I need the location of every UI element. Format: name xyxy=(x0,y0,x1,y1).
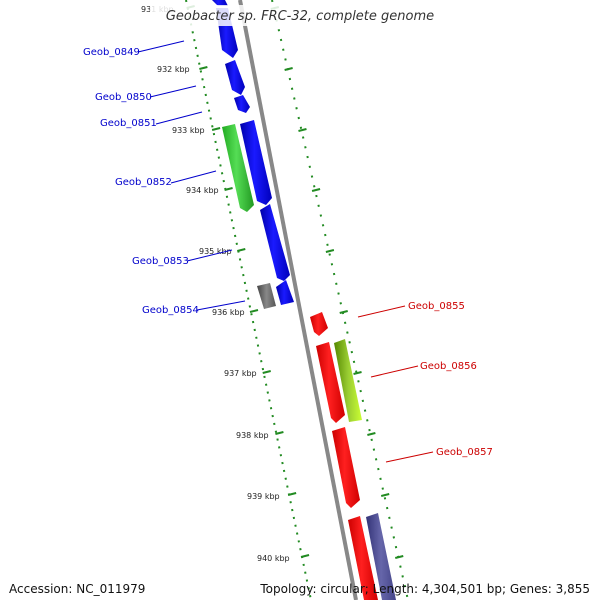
genome-summary-text: Topology: circular; Length: 4,304,501 bp… xyxy=(260,582,590,596)
ruler-major-tick xyxy=(339,310,348,314)
gene-arrow-0852-blue[interactable] xyxy=(240,120,272,205)
map-title: Geobacter sp. FRC-32, complete genome xyxy=(166,9,434,24)
ruler-label-938: 938 kbp xyxy=(236,431,269,440)
ruler-major-tick xyxy=(311,188,321,192)
reverse-genes xyxy=(310,312,396,600)
gene-arrow-0858-purple[interactable] xyxy=(366,513,396,600)
accession-text: Accession: NC_011979 xyxy=(9,582,146,596)
ruler-major-tick xyxy=(262,370,271,374)
ruler-major-tick xyxy=(249,309,259,313)
gene-arrow-0852[interactable] xyxy=(222,124,254,212)
ruler-major-tick xyxy=(300,554,310,558)
ruler-major-tick xyxy=(380,493,390,497)
ruler-major-tick xyxy=(211,127,221,131)
gene-label-geob-0854[interactable]: Geob_0854 xyxy=(142,305,199,316)
ruler-label-932: 932 kbp xyxy=(157,65,190,74)
gene-arrow-0855[interactable] xyxy=(310,312,328,336)
ruler-label-936: 936 kbp xyxy=(212,308,245,317)
ruler-major-tick xyxy=(237,248,246,252)
ruler-label-937: 937 kbp xyxy=(224,369,257,378)
ruler-major-tick xyxy=(325,249,335,253)
forward-ruler-ticks xyxy=(186,5,310,558)
gene-arrow-0856[interactable] xyxy=(316,342,345,423)
genome-backbone xyxy=(238,0,358,600)
ruler-major-tick xyxy=(199,66,208,70)
gene-arrow-0850[interactable] xyxy=(225,60,245,95)
ruler-major-tick xyxy=(395,555,404,559)
gene-label-geob-0849[interactable]: Geob_0849 xyxy=(83,47,140,58)
ruler-major-tick xyxy=(284,67,293,71)
gene-arrow-0856-green[interactable] xyxy=(334,339,362,422)
ruler-label-939: 939 kbp xyxy=(247,492,280,501)
gene-arrow-0849a[interactable] xyxy=(210,0,228,6)
ruler-label-933: 933 kbp xyxy=(172,126,205,135)
ruler-label-940: 940 kbp xyxy=(257,554,290,563)
reverse-gene-labels: Geob_0855 Geob_0856 Geob_0857 xyxy=(357,301,493,463)
gene-label-geob-0857[interactable]: Geob_0857 xyxy=(436,447,493,458)
ruler-major-tick xyxy=(287,492,297,496)
ruler-label-935: 935 kbp xyxy=(199,247,232,256)
forward-genes xyxy=(210,0,294,309)
ruler-major-tick xyxy=(224,187,233,191)
gene-label-geob-0853[interactable]: Geob_0853 xyxy=(132,256,189,267)
gene-label-geob-0855[interactable]: Geob_0855 xyxy=(408,301,465,312)
gene-arrow-0854-gray[interactable] xyxy=(257,283,276,309)
gene-label-geob-0850[interactable]: Geob_0850 xyxy=(95,92,152,103)
gene-arrow-0857[interactable] xyxy=(332,427,360,508)
ruler-label-934: 934 kbp xyxy=(186,186,219,195)
ruler-major-tick xyxy=(298,128,307,132)
gene-arrow-0851[interactable] xyxy=(234,95,250,113)
ruler-major-tick xyxy=(275,431,284,435)
gene-arrow-0853[interactable] xyxy=(260,204,290,281)
ruler-major-tick xyxy=(353,371,362,375)
reverse-ruler-ticks xyxy=(270,6,404,559)
gene-label-geob-0851[interactable]: Geob_0851 xyxy=(100,118,157,129)
gene-arrow-0854[interactable] xyxy=(276,280,294,305)
ruler-major-tick xyxy=(367,432,376,436)
gene-label-geob-0856[interactable]: Geob_0856 xyxy=(420,361,477,372)
forward-gene-labels: Geob_0849 Geob_0850 Geob_0851 Geob_0852 … xyxy=(83,40,246,316)
gene-arrow-0858[interactable] xyxy=(348,516,378,600)
gene-label-geob-0852[interactable]: Geob_0852 xyxy=(115,177,172,188)
